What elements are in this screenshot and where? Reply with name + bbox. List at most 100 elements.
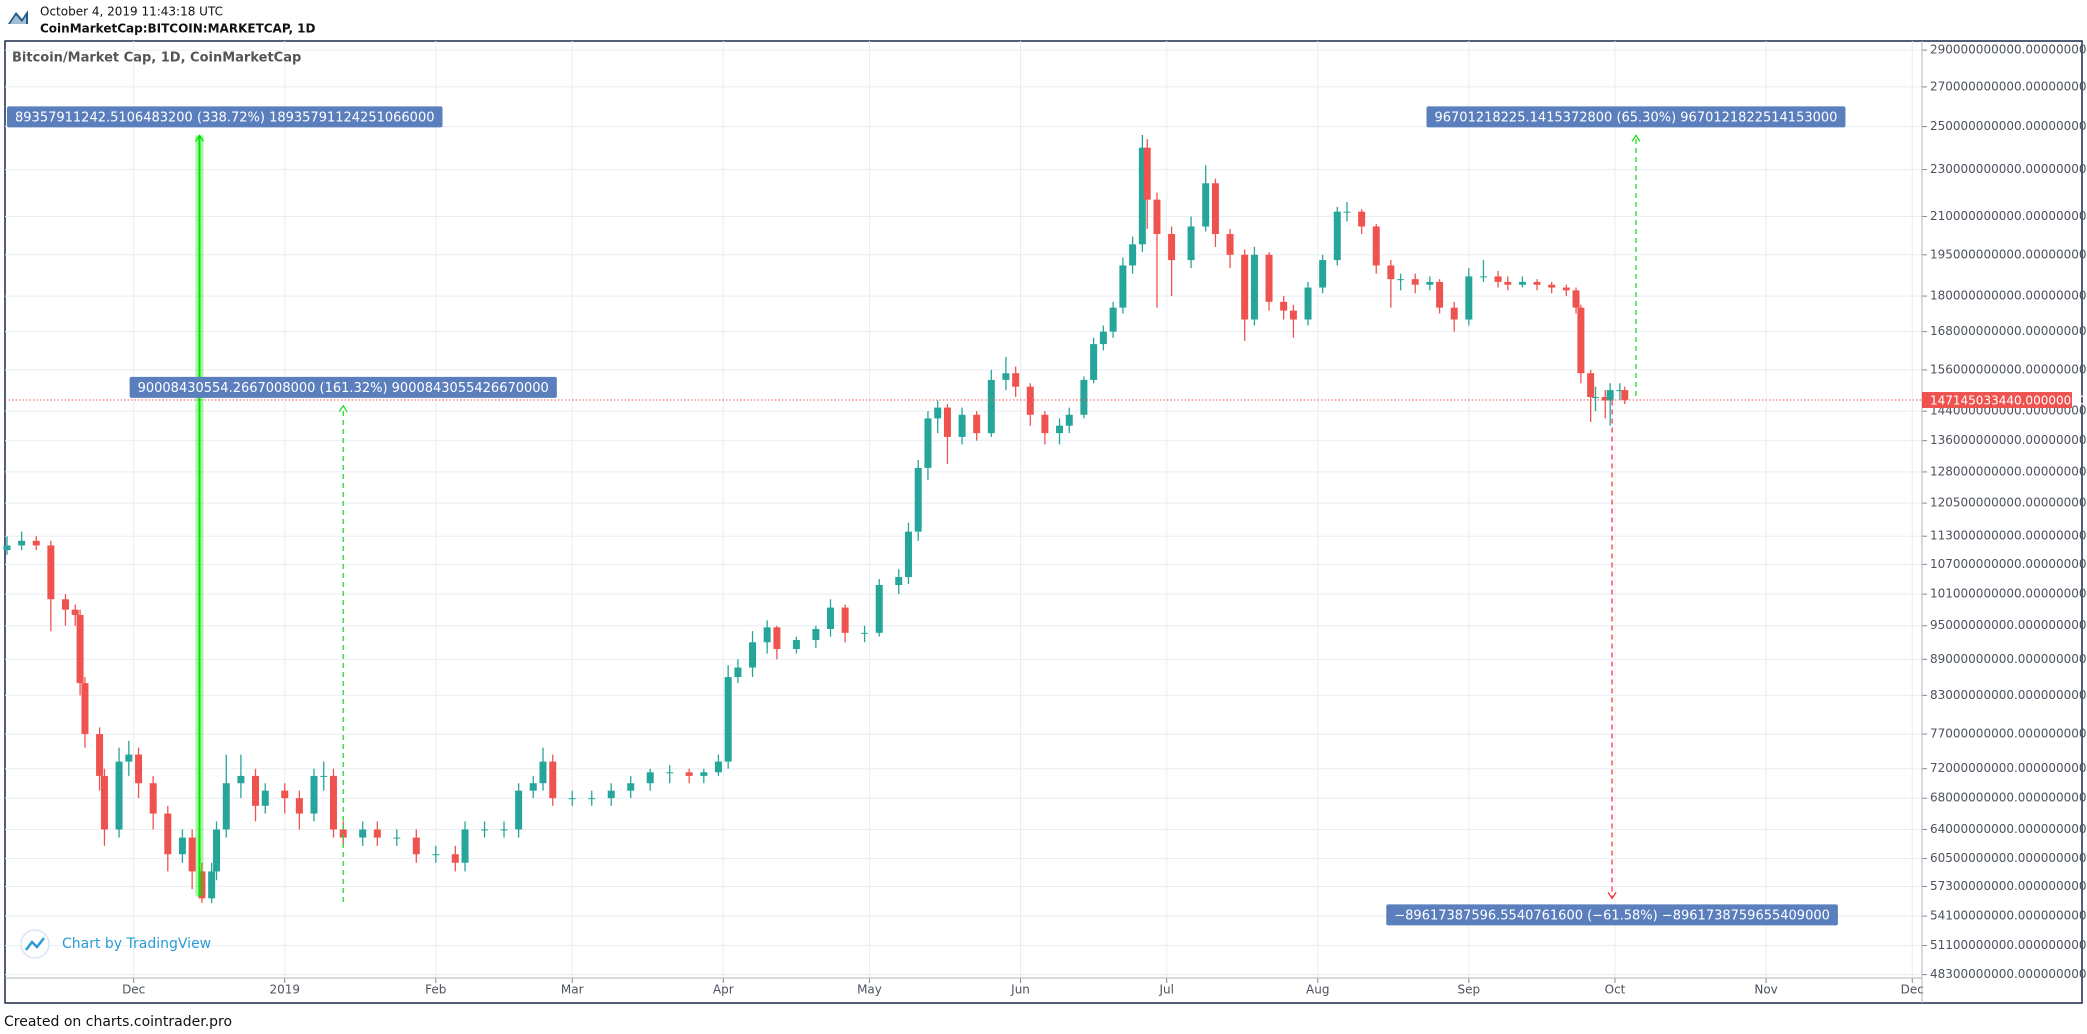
candle-body: [700, 772, 708, 776]
candle-body: [198, 871, 206, 899]
candle-body: [1109, 307, 1117, 332]
candle-body: [1372, 226, 1380, 266]
candle-body: [115, 761, 123, 830]
measure-label-box: [1386, 904, 1838, 926]
candle-body: [895, 577, 903, 586]
candle-body: [412, 837, 420, 855]
x-tick-label: Jul: [1158, 983, 1173, 997]
measure-label: −89617387596.5540761600 (−61.58%) −89617…: [1386, 904, 1838, 926]
candle-body: [1138, 147, 1146, 245]
candle-body: [1465, 276, 1473, 320]
candle-body: [1577, 307, 1585, 374]
candle-body: [1129, 244, 1137, 266]
candle-body: [1562, 287, 1570, 291]
x-tick-label: Feb: [425, 983, 446, 997]
candle-body: [943, 407, 951, 437]
candle-body: [841, 607, 849, 633]
x-tick-label: May: [857, 983, 882, 997]
candle-body: [1548, 284, 1556, 288]
x-tick-label: Sep: [1458, 983, 1481, 997]
measure-label: 96701218225.1415372800 (65.30%) 96701218…: [1426, 106, 1846, 128]
x-tick-label: Mar: [561, 983, 584, 997]
y-tick-label: 250000000000.0000000000: [1930, 119, 2087, 133]
candle-body: [1041, 414, 1049, 434]
candle-body: [924, 418, 932, 468]
candle-body: [252, 775, 260, 806]
candle-body: [237, 775, 245, 784]
candle-body: [973, 414, 981, 434]
candle-body: [1002, 373, 1010, 380]
candle-body: [904, 531, 912, 578]
y-tick-label: 290000000000.0000000000: [1930, 43, 2087, 57]
candle-body: [178, 837, 186, 855]
candle-body: [1518, 281, 1526, 285]
y-tick-label: 107000000000.0000000000: [1930, 557, 2087, 571]
candle-body: [1226, 234, 1234, 255]
candle-body: [1333, 211, 1341, 261]
logo: [8, 10, 28, 24]
candle-body: [1304, 287, 1312, 320]
candle-body: [529, 783, 537, 791]
candle-body: [934, 407, 942, 419]
y-tick-label: 72000000000.0000000000: [1930, 761, 2087, 775]
candle-body: [588, 798, 596, 800]
last-price-label: 147145033440.0000000000: [1930, 394, 2087, 408]
measure-label-text: 89357911242.5106483200 (338.72%) 1893579…: [15, 110, 435, 125]
candle-body: [47, 545, 55, 600]
x-tick-label: Apr: [713, 983, 734, 997]
candle-body: [568, 798, 576, 800]
candle-body: [1494, 276, 1502, 282]
candle-body: [1436, 281, 1444, 308]
candle-body: [329, 775, 337, 830]
candle-body: [1504, 281, 1512, 285]
candle-body: [773, 627, 781, 650]
footer: Created on charts.cointrader.pro: [4, 1014, 232, 1030]
measure-label-box: [7, 106, 443, 128]
x-tick-label: Nov: [1754, 983, 1777, 997]
measure-label-box: [129, 376, 557, 398]
candle-body: [1280, 301, 1288, 311]
candle-body: [1606, 390, 1614, 401]
candle-body: [1119, 265, 1127, 308]
header-symbol: CoinMarketCap:BITCOIN:MARKETCAP, 1D: [40, 22, 316, 36]
arrow-head: [1607, 891, 1617, 900]
candle-body: [515, 790, 523, 830]
candle-body: [1289, 310, 1297, 320]
candle-body: [666, 772, 674, 774]
candle-body: [1411, 279, 1419, 285]
candle-body: [987, 379, 995, 434]
candle-body: [461, 829, 469, 863]
y-tick-label: 195000000000.0000000000: [1930, 247, 2087, 261]
candle-body: [125, 754, 133, 762]
candle-body: [1592, 397, 1600, 399]
candle-body: [1587, 373, 1595, 398]
candle-body: [1343, 211, 1351, 213]
candle-body: [81, 683, 89, 735]
y-tick-label: 113000000000.0000000000: [1930, 529, 2087, 543]
candle-body: [792, 640, 800, 650]
candle-body: [1601, 397, 1609, 401]
candle-body: [164, 813, 172, 855]
candle-body: [149, 783, 157, 814]
candle-body: [724, 677, 732, 762]
candle-body: [281, 790, 289, 799]
candle-body: [1168, 234, 1176, 261]
watermark-icon: [20, 929, 50, 959]
candle-body: [1090, 344, 1098, 380]
y-tick-label: 77000000000.0000000000: [1930, 727, 2087, 741]
x-tick-label: Aug: [1306, 983, 1329, 997]
chart-frame: [4, 40, 2083, 1004]
x-tick-label: Dec: [122, 983, 145, 997]
candle-body: [1358, 211, 1366, 227]
last-price-box: [1922, 392, 2072, 409]
candle-body: [339, 829, 347, 838]
candle-body: [96, 734, 104, 776]
candle-body: [627, 783, 635, 791]
y-tick-label: 210000000000.0000000000: [1930, 209, 2087, 223]
x-tick-label: 2019: [269, 983, 300, 997]
candle-body: [261, 790, 269, 806]
measure-label-text: 90008430554.2667008000 (161.32%) 9000843…: [138, 381, 549, 396]
arrow-head: [194, 134, 205, 142]
x-tick-label: Dec: [1901, 983, 1924, 997]
